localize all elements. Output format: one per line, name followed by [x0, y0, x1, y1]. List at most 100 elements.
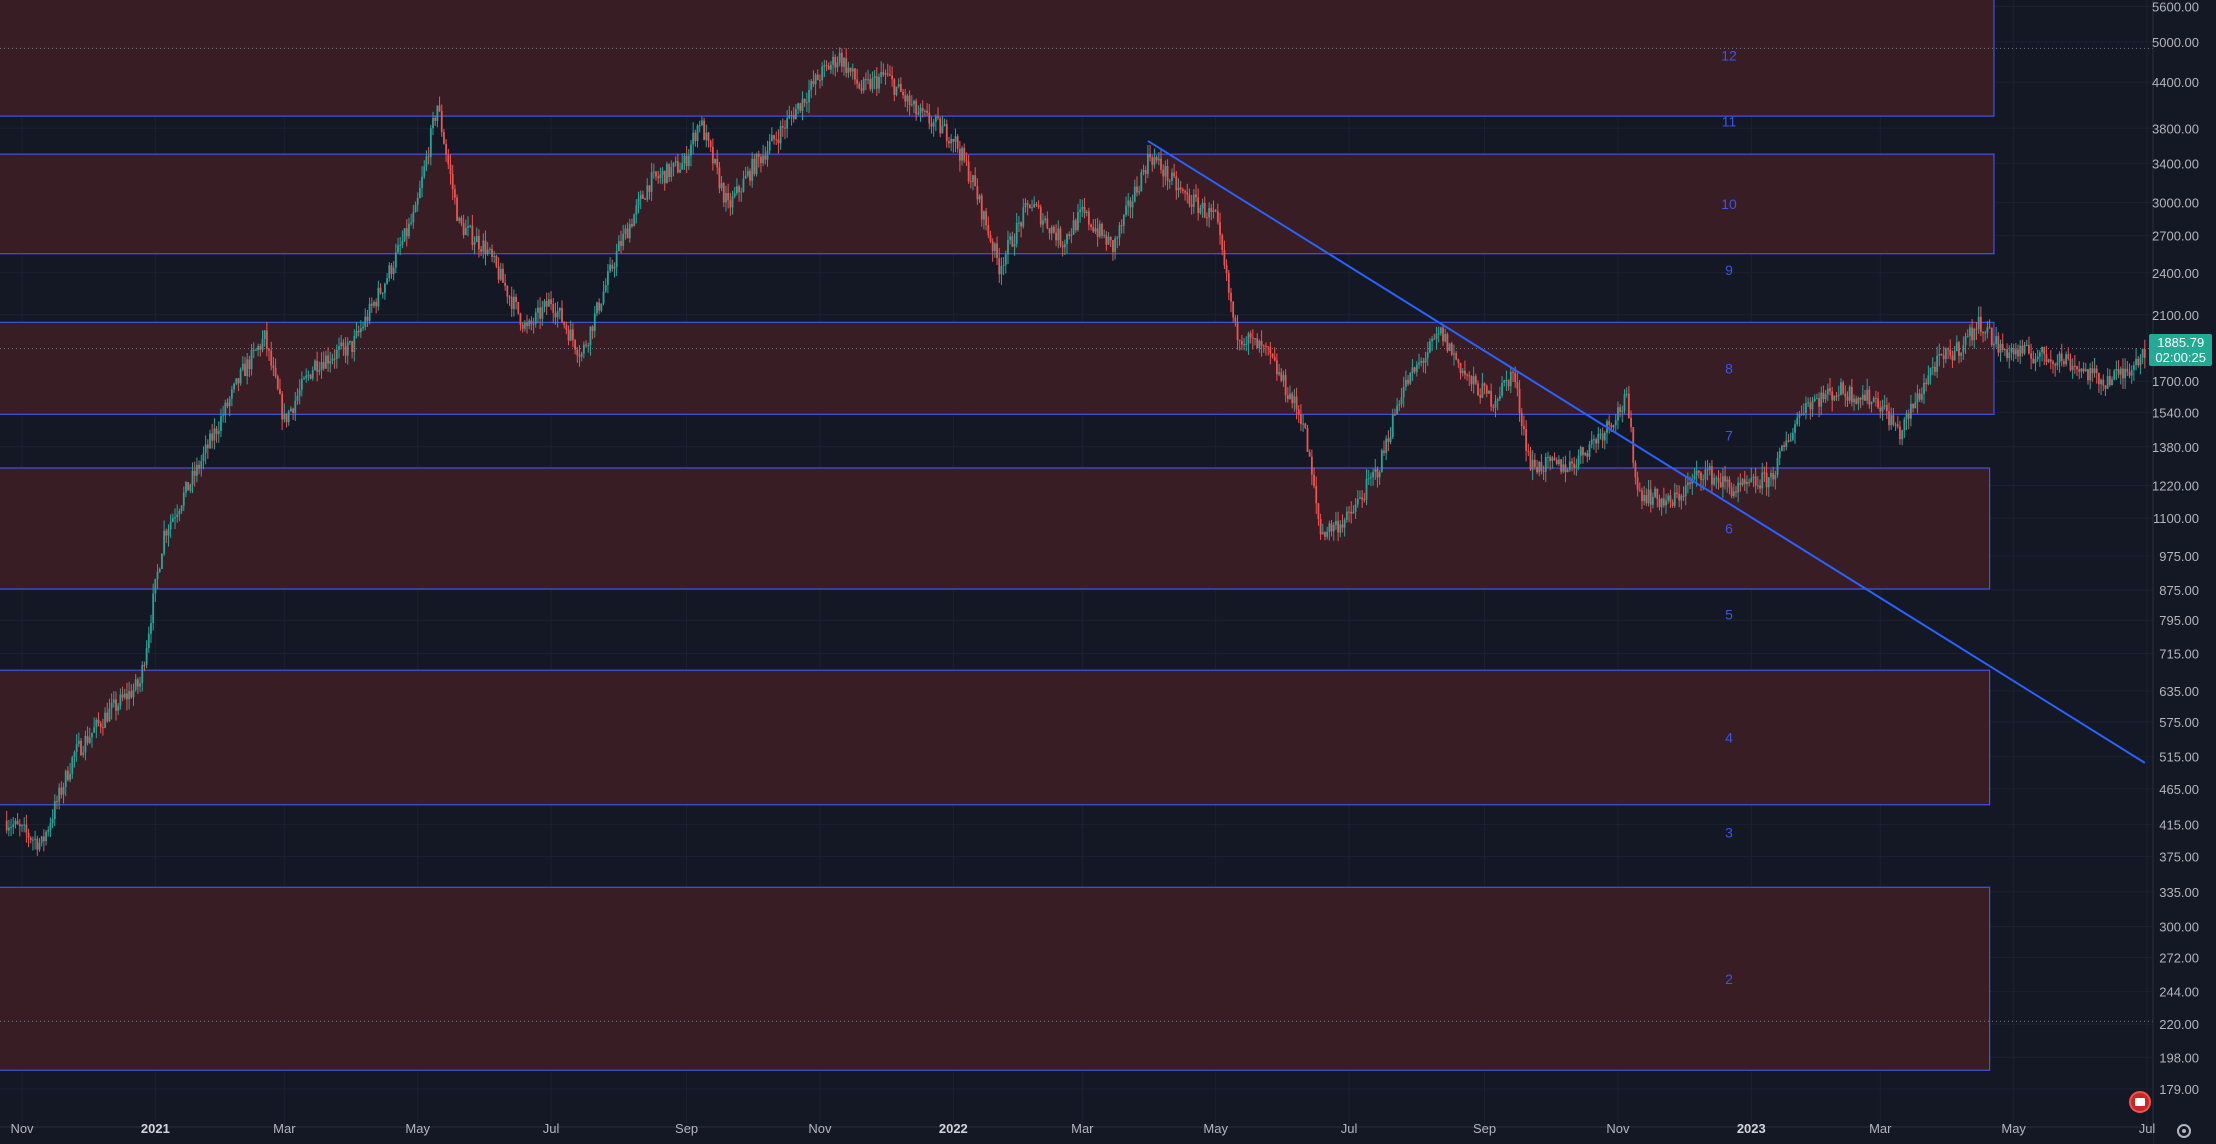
candle-body: [1728, 479, 1731, 488]
candle-body: [1936, 355, 1939, 372]
candle-body: [1726, 479, 1729, 482]
candle-body: [1772, 473, 1775, 480]
candle-body: [1840, 382, 1842, 395]
candle-body: [1186, 192, 1189, 195]
candle-body: [679, 169, 681, 173]
y-tick-label: 3800.00: [2152, 121, 2199, 136]
candle-body: [1527, 450, 1530, 452]
x-tick-label: Jul: [543, 1121, 560, 1136]
candle-body: [648, 185, 651, 192]
candle-body: [473, 242, 476, 245]
candle-body: [384, 283, 386, 293]
candle-body: [502, 268, 504, 283]
candle-body: [622, 233, 625, 246]
candle-body: [2098, 372, 2100, 385]
candle-body: [582, 344, 585, 354]
candle-body: [38, 842, 41, 850]
candle-body: [1066, 234, 1068, 245]
candle-body: [1901, 430, 1904, 440]
candle-body: [200, 461, 203, 469]
candle-body: [1831, 391, 1834, 401]
candle-body: [1857, 397, 1860, 404]
candle-body: [565, 325, 568, 330]
price-scale[interactable]: [2153, 0, 2216, 1144]
candle-body: [1759, 485, 1761, 489]
candle-body: [1899, 426, 1901, 440]
candle-body: [443, 132, 445, 144]
candle-body: [250, 350, 253, 369]
candle-body: [1144, 170, 1147, 174]
zone-label: 11: [1722, 114, 1737, 130]
candle-body: [1068, 234, 1071, 236]
candle-body: [2041, 346, 2043, 353]
candle-body: [1864, 394, 1866, 401]
candle-body: [1310, 456, 1313, 475]
candle-body: [1243, 344, 1245, 346]
candle-body: [904, 95, 907, 102]
candle-body: [1665, 500, 1667, 506]
candle-body: [1805, 403, 1807, 414]
candle-body: [889, 74, 891, 76]
candle-body: [1020, 222, 1022, 227]
candle-body: [1199, 208, 1202, 213]
flag-icon[interactable]: [2129, 1091, 2151, 1113]
settings-icon[interactable]: [2177, 1124, 2191, 1138]
candle-body: [1982, 331, 1984, 334]
candle-body: [2095, 368, 2098, 373]
candle-body: [1236, 321, 1239, 340]
candle-body: [1855, 398, 1858, 404]
candle-body: [233, 383, 235, 390]
candle-body: [202, 453, 205, 462]
candle-body: [2063, 360, 2065, 365]
candle-body: [2139, 357, 2142, 366]
candle-body: [265, 330, 268, 350]
candle-body: [989, 235, 992, 242]
candle-body: [860, 88, 863, 91]
candle-body: [1770, 473, 1772, 478]
time-scale[interactable]: [0, 1127, 2153, 1144]
candle-body: [2019, 345, 2022, 357]
candle-body: [1033, 204, 1036, 208]
candle-body: [1997, 336, 2000, 353]
candle-body: [88, 737, 91, 743]
candle-body: [1402, 386, 1405, 398]
candle-body: [2006, 349, 2008, 359]
candle-body: [829, 64, 832, 70]
candle-body: [961, 147, 963, 161]
candle-body: [2060, 353, 2063, 361]
candle-body: [1627, 393, 1630, 418]
candle-body: [495, 255, 498, 267]
candle-body: [1638, 489, 1641, 491]
candle-body: [1147, 153, 1149, 174]
candle-body: [331, 358, 334, 362]
candle-body: [204, 444, 207, 454]
candle-body: [1245, 343, 1248, 345]
y-tick-label: 3400.00: [2152, 156, 2199, 171]
y-tick-label: 179.00: [2159, 1082, 2199, 1097]
candle-body: [14, 820, 17, 825]
candle-body: [773, 135, 775, 140]
candle-body: [620, 241, 622, 246]
candle-body: [1599, 433, 1602, 435]
x-tick-label: Jul: [1341, 1121, 1358, 1136]
candle-body: [1958, 342, 1960, 356]
candle-body: [674, 161, 677, 163]
candle-body: [1619, 407, 1622, 412]
candle-body: [871, 78, 874, 89]
candle-body: [808, 89, 810, 103]
candle-body: [1247, 333, 1250, 344]
candle-body: [1009, 236, 1012, 240]
candle-body: [2106, 376, 2109, 389]
candle-body: [1621, 410, 1624, 412]
candle-body: [1625, 393, 1628, 395]
trendline[interactable]: [1147, 140, 2146, 764]
candle-body: [768, 141, 771, 151]
candle-body: [139, 683, 141, 687]
candle-body: [362, 326, 364, 329]
candle-body: [1433, 338, 1436, 340]
candle-body: [1000, 265, 1003, 275]
candle-body: [701, 120, 703, 126]
candle-body: [1258, 340, 1261, 349]
